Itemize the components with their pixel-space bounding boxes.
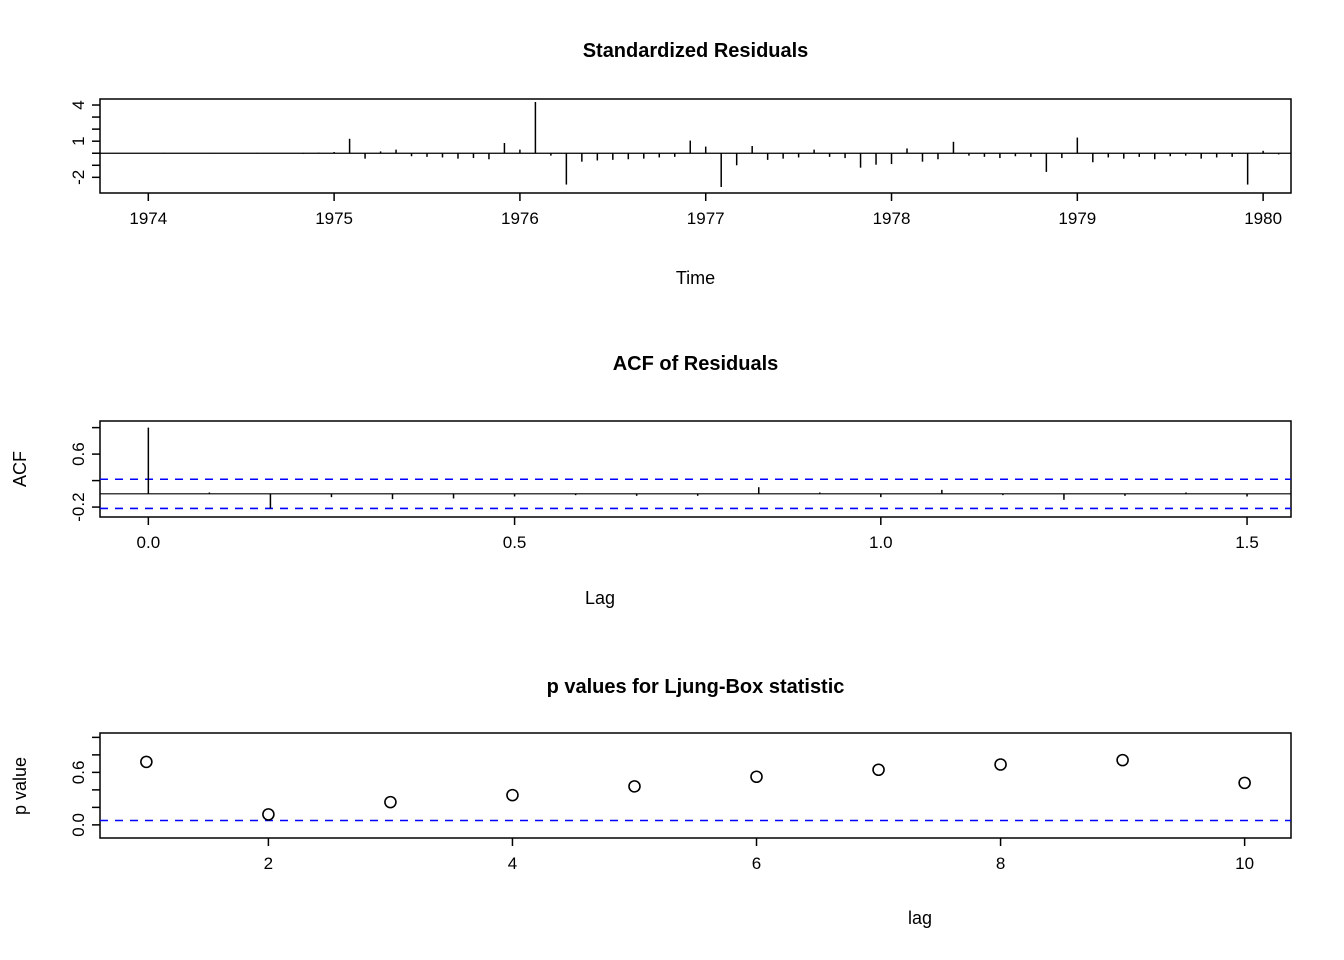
x-tick-label: 0.5	[503, 533, 527, 552]
y-axis-label-acf: ACF	[10, 451, 30, 487]
x-tick-label: 4	[508, 854, 517, 873]
y-tick-label: 0.6	[69, 761, 88, 785]
x-tick-label: 6	[752, 854, 761, 873]
x-tick-label: 1.5	[1235, 533, 1259, 552]
x-tick-label: 1977	[687, 209, 725, 228]
x-tick-label: 1974	[129, 209, 167, 228]
x-axis-label-time: Time	[675, 268, 716, 288]
x-tick-label: 1979	[1058, 209, 1096, 228]
plot-title-ljung-box-pvalues: p values for Ljung-Box statistic	[546, 676, 845, 698]
x-axis-label-lag-acf: Lag	[584, 588, 616, 608]
x-tick-label: 0.0	[137, 533, 161, 552]
pvalue-point	[1116, 753, 1129, 767]
x-tick-label: 1980	[1244, 209, 1282, 228]
x-tick-label: 1976	[501, 209, 539, 228]
x-tick-label: 1.0	[869, 533, 893, 552]
plot-title-standardized-residuals: Standardized Residuals	[582, 40, 809, 62]
y-tick-label: 4	[69, 100, 88, 109]
pvalue-point	[872, 763, 885, 777]
plot-title-acf-of-residuals: ACF of Residuals	[612, 353, 779, 375]
y-tick-label: -0.2	[69, 492, 88, 521]
x-tick-label: 1975	[315, 209, 353, 228]
pvalue-point	[628, 780, 641, 793]
y-tick-label: 0.6	[69, 442, 88, 466]
x-axis-label-lag-pvalues: lag	[907, 908, 933, 928]
plot-box-2	[99, 732, 1292, 839]
plot-box-1	[99, 420, 1292, 518]
pvalue-point	[262, 808, 275, 821]
pvalue-point	[140, 755, 153, 769]
y-tick-label: -2	[69, 170, 88, 185]
x-tick-label: 2	[264, 854, 273, 873]
pvalue-point	[750, 770, 763, 784]
x-tick-label: 10	[1235, 854, 1254, 873]
pvalue-point	[1238, 776, 1251, 790]
pvalue-point	[994, 758, 1007, 771]
pvalue-point	[506, 788, 519, 802]
x-tick-label: 1978	[873, 209, 911, 228]
y-tick-label: 0.0	[69, 813, 88, 837]
pvalue-point	[384, 795, 397, 809]
plot-box-0	[99, 98, 1292, 194]
x-tick-label: 8	[996, 854, 1005, 873]
y-tick-label: 1	[69, 136, 88, 145]
y-axis-label-pvalue: p value	[10, 756, 30, 816]
